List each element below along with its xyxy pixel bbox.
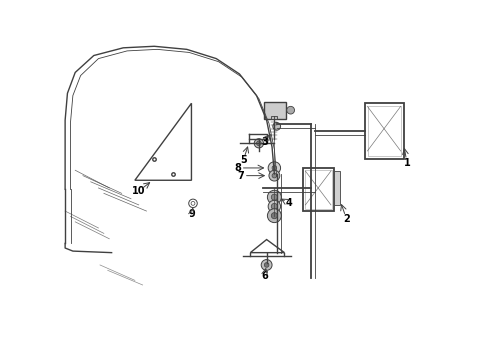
Circle shape — [268, 209, 281, 222]
Text: 10: 10 — [132, 186, 146, 196]
Text: 3: 3 — [261, 137, 268, 147]
Bar — [305, 170, 332, 209]
Text: 7: 7 — [238, 171, 245, 181]
Text: 2: 2 — [343, 214, 350, 224]
Circle shape — [268, 190, 281, 204]
Circle shape — [254, 139, 264, 148]
Circle shape — [264, 263, 269, 267]
Circle shape — [271, 213, 277, 219]
Bar — [365, 103, 404, 159]
Circle shape — [268, 200, 281, 213]
Text: 4: 4 — [286, 198, 293, 208]
Text: 9: 9 — [188, 209, 195, 219]
Circle shape — [271, 194, 277, 200]
Text: 6: 6 — [261, 271, 268, 281]
Circle shape — [272, 166, 277, 170]
Circle shape — [272, 173, 277, 178]
Circle shape — [287, 106, 294, 114]
Bar — [368, 106, 401, 156]
Circle shape — [257, 141, 261, 145]
Circle shape — [273, 122, 281, 130]
Circle shape — [269, 170, 280, 181]
Text: 1: 1 — [404, 158, 410, 167]
Circle shape — [268, 162, 281, 174]
Circle shape — [271, 203, 277, 210]
Bar — [271, 116, 277, 119]
Text: 5: 5 — [240, 155, 247, 165]
Text: 8: 8 — [235, 163, 242, 173]
Bar — [334, 171, 340, 205]
Bar — [264, 102, 286, 119]
Bar — [303, 168, 334, 211]
Circle shape — [261, 260, 272, 270]
